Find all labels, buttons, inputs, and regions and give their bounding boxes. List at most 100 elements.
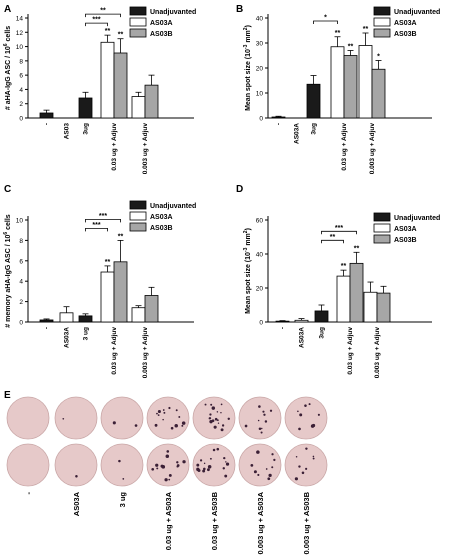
x-category-label: 0.03 ug + Adjuv [341, 123, 348, 171]
elispot-spot [256, 450, 260, 454]
panel-letter: A [4, 4, 11, 15]
elispot-spot [217, 422, 220, 424]
elispot-spot [155, 463, 159, 467]
significance-bracket-label: * [324, 15, 327, 22]
elispot-spot [298, 427, 301, 431]
x-category-label: 0.003 ug + Adjuv [369, 123, 376, 175]
elispot-spot [203, 467, 206, 471]
elispot-spot [181, 424, 184, 427]
y-tick-label: 8 [19, 58, 23, 65]
y-axis-label-part: Mean spot size (10 [245, 252, 252, 314]
bar-as03b [371, 68, 386, 119]
chart-panel-b: B 0 10 20 30 40 Mean spot size (10-3 mm2) - AS03… [236, 4, 440, 174]
legend-swatch [373, 28, 391, 38]
significance-star: ** [335, 30, 341, 37]
elispot-spot [203, 462, 206, 465]
elispot-spot [226, 463, 229, 466]
elispot-spot [312, 455, 315, 458]
legend-label: AS03A [150, 214, 173, 221]
elispot-spot [216, 411, 219, 413]
bar-unadjuvanted [39, 319, 54, 323]
bar-as03a [131, 307, 146, 323]
bar-as03b [343, 55, 358, 119]
x-category-label: 0.003 ug + Adjuv [142, 327, 149, 379]
y-axis-label-part: # aHA-IgG ASC / 10 [5, 46, 12, 110]
elispot-spot [168, 473, 172, 477]
elispot-spot [269, 409, 273, 412]
elispot-spot [162, 409, 165, 411]
elispot-well [284, 443, 328, 487]
y-axis-label-part: ) [245, 25, 252, 27]
elispot-spot [304, 404, 307, 407]
elispot-well [238, 443, 282, 487]
y-tick-label: 10 [16, 218, 24, 225]
elispot-spot [262, 410, 265, 413]
bar-as03a [336, 275, 351, 323]
well-column-label: AS03A [72, 491, 81, 516]
significance-bracket [321, 230, 357, 235]
y-tick-label: 6 [19, 73, 23, 80]
y-tick-label: 0 [19, 116, 23, 123]
y-tick-label: 40 [256, 16, 264, 23]
legend-label: AS03B [394, 31, 417, 38]
elispot-spot [202, 469, 206, 473]
bar-unadjuvanted [78, 315, 93, 323]
legend-swatch [129, 28, 147, 38]
elispot-well [6, 443, 50, 487]
elispot-spot [206, 468, 210, 472]
legend-swatch [373, 17, 391, 27]
well-column-label: 0.03 ug + AS03B [210, 491, 219, 550]
y-axis-label: Mean spot size (10-3 mm2) [243, 25, 252, 111]
elispot-spot [310, 424, 315, 428]
y-axis-label: Mean spot size (10-3 mm2) [243, 228, 252, 314]
elispot-spot [301, 471, 305, 475]
elispot-spot [157, 409, 161, 414]
elispot-spot [257, 473, 260, 477]
elispot-spot [221, 424, 225, 427]
elispot-well [100, 443, 144, 487]
y-tick-label: 20 [256, 286, 264, 293]
significance-star: ** [354, 245, 360, 252]
chart-panel-d: D 0 20 40 60 Mean spot size (10-3 mm2) - AS03A 3… [236, 184, 440, 378]
elispot-spot [257, 419, 260, 422]
elispot-spot [220, 411, 222, 414]
y-tick-label: 4 [19, 279, 23, 286]
bar-as03b [144, 84, 159, 119]
significance-bracket-label: *** [99, 213, 107, 220]
significance-bracket [85, 228, 108, 232]
elispot-spot [208, 417, 211, 420]
elispot-spot [164, 478, 168, 482]
bar-unadjuvanted [275, 320, 290, 323]
legend-label: AS03B [150, 31, 173, 38]
y-tick-label: 0 [19, 320, 23, 327]
x-category-label: AS03 [64, 123, 71, 140]
well-column-label: 0.003 ug + AS03B [302, 491, 311, 554]
elispot-spot [197, 469, 201, 472]
elispot-spot [244, 424, 248, 428]
elispot-spot [258, 427, 262, 431]
elispot-spot [227, 417, 230, 420]
elispot-spot [271, 453, 274, 456]
elispot-spot [175, 409, 178, 412]
legend-swatch [373, 223, 391, 233]
y-axis-label-part: ) [245, 228, 252, 230]
elispot-spot [174, 424, 178, 428]
y-tick-label: 2 [19, 299, 23, 306]
elispot-spot [62, 417, 65, 420]
y-tick-label: 0 [259, 320, 263, 327]
bar-as03a [358, 45, 373, 119]
elispot-spot [299, 413, 303, 417]
elispot-well [284, 396, 328, 440]
well-column-label: 0.003 ug + AS03A [256, 491, 265, 554]
bar-unadjuvanted [314, 310, 329, 323]
y-axis-label-part: mm [245, 233, 252, 247]
well-column-label: 3 ug [118, 492, 127, 508]
y-tick-label: 8 [19, 238, 23, 245]
elispot-spot [157, 414, 160, 417]
panel-e-wells: E - AS03A 3 ug 0.03 ug + AS03A 0.03 ug + AS03… [4, 390, 328, 554]
elispot-spot [250, 464, 254, 467]
elispot-spot [213, 425, 217, 429]
legend-label: AS03A [394, 20, 417, 27]
y-axis-label: # memory aHA-IgG ASC / 106 cells [3, 214, 12, 328]
